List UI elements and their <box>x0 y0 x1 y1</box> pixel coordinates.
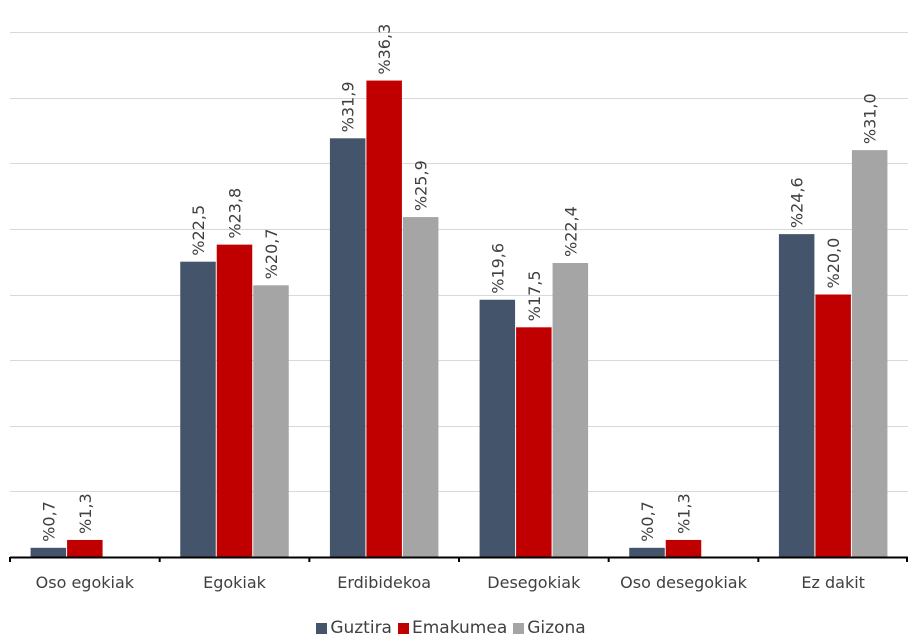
bar <box>815 294 851 557</box>
data-label: %31,9 <box>339 81 358 132</box>
data-label: %24,6 <box>788 177 807 228</box>
data-label: %0,7 <box>39 501 58 542</box>
x-tick-label: Ez dakit <box>801 573 865 592</box>
data-label: %25,9 <box>412 160 431 211</box>
data-label: %20,0 <box>824 238 843 289</box>
bar <box>329 138 366 557</box>
legend-item-emakumea: Emakumea <box>397 618 508 638</box>
data-label: %20,7 <box>262 228 281 279</box>
bar <box>851 150 888 557</box>
data-label: %36,3 <box>375 24 394 75</box>
legend-swatch-gizona <box>513 622 525 634</box>
data-label: %22,4 <box>561 206 580 257</box>
legend: Guztira Emakumea Gizona <box>0 618 908 638</box>
legend-swatch-emakumea <box>397 622 409 634</box>
legend-item-gizona: Gizona <box>513 618 586 638</box>
legend-label-gizona: Gizona <box>527 618 586 638</box>
x-tick-label: Egokiak <box>203 573 267 592</box>
x-tick-label: Erdibidekoa <box>337 573 431 592</box>
legend-label-guztira: Guztira <box>330 618 392 638</box>
data-label: %1,3 <box>675 493 694 534</box>
bar-chart: %0,7 %1,3 %22,5 %23,8 %20,7 %31,9 %36,3 %25,9 %1… <box>9 24 908 592</box>
bar <box>366 80 402 557</box>
data-label: %0,7 <box>638 501 657 542</box>
data-label: %17,5 <box>525 270 544 321</box>
bar <box>516 327 552 557</box>
data-label: %1,3 <box>76 493 95 534</box>
data-label: %23,8 <box>226 188 245 239</box>
bar <box>552 263 589 557</box>
data-label: %31,0 <box>861 93 880 144</box>
data-label: %19,6 <box>488 243 507 294</box>
bar <box>180 261 216 557</box>
bar <box>665 539 702 557</box>
bar <box>67 539 103 557</box>
x-tick-label: Oso egokiak <box>36 573 135 592</box>
x-tick-label: Oso desegokiak <box>620 573 747 592</box>
bar <box>629 547 665 557</box>
bar <box>479 299 516 557</box>
data-label: %22,5 <box>189 205 208 256</box>
bar <box>216 244 253 557</box>
legend-swatch-guztira <box>316 622 328 634</box>
legend-label-emakumea: Emakumea <box>411 618 508 638</box>
bar <box>253 285 289 557</box>
legend-item-guztira: Guztira <box>316 618 392 638</box>
x-tick-label: Desegokiak <box>487 573 581 592</box>
bar <box>402 217 439 557</box>
bar <box>778 234 815 557</box>
bar <box>30 547 67 557</box>
